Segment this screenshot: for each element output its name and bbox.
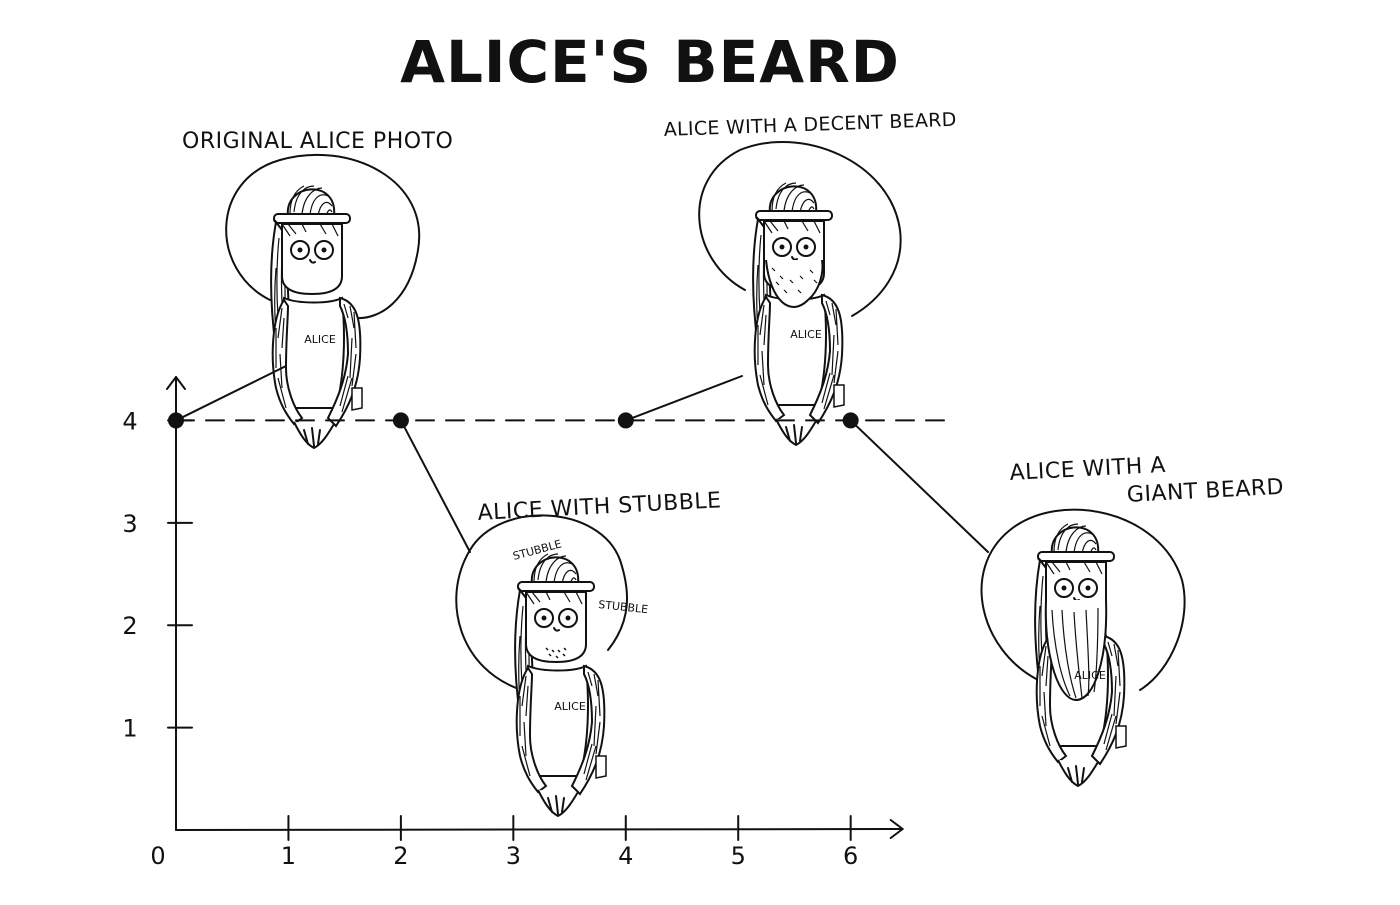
halo-stubble xyxy=(455,514,628,691)
series-layer xyxy=(168,412,947,429)
stubble-beard xyxy=(545,647,567,659)
data-point xyxy=(168,412,184,429)
leader-lines xyxy=(175,365,989,553)
x-tick-label: 2 xyxy=(393,842,408,870)
decent-beard xyxy=(765,259,824,308)
point-label-stubble: ALICE WITH STUBBLE xyxy=(477,488,722,526)
halo-decent xyxy=(698,141,902,317)
point-label-giant: ALICE WITH AGIANT BEARD xyxy=(1009,447,1285,514)
y-tick-label: 1 xyxy=(122,715,137,743)
leader-line xyxy=(849,419,989,553)
figure-stubble xyxy=(514,553,607,817)
point-label-original: ORIGINAL ALICE PHOTO xyxy=(182,129,453,154)
giant-beard xyxy=(1044,599,1108,702)
halo-original xyxy=(225,153,421,320)
leader-line xyxy=(624,375,743,422)
point-label-decent: ALICE WITH A DECENT BEARD xyxy=(663,109,957,141)
x-axis-arrow xyxy=(889,819,904,839)
data-point xyxy=(842,412,859,429)
data-point xyxy=(617,412,634,429)
leader-line xyxy=(399,419,471,553)
figure-original xyxy=(270,185,363,449)
x-tick-label: 1 xyxy=(281,842,296,870)
shirt-labels: ALICE ALICE ALICE ALICE xyxy=(304,328,1106,713)
axes: 0 1 2 3 4 5 6 1 2 3 4 xyxy=(122,376,904,870)
shirt-label-decent: ALICE xyxy=(790,328,822,341)
y-tick-label: 3 xyxy=(122,510,137,538)
y-tick-label: 4 xyxy=(122,407,137,435)
figure-decent xyxy=(752,182,845,446)
x-tick-label: 3 xyxy=(506,842,521,870)
x-tick-label: 5 xyxy=(731,842,746,870)
leader-line xyxy=(175,365,287,422)
x-tick-label: 4 xyxy=(618,842,633,870)
shirt-label-original: ALICE xyxy=(304,333,336,346)
x-tick-label: 0 xyxy=(150,842,165,870)
halo-giant xyxy=(980,508,1186,691)
x-axis-line xyxy=(175,828,904,831)
y-axis-arrow xyxy=(166,376,186,390)
shirt-label-giant: ALICE xyxy=(1074,669,1106,682)
x-tick-label: 6 xyxy=(843,842,858,870)
chart-title: ALICE'S BEARD xyxy=(400,28,900,96)
shirt-label-stubble: ALICE xyxy=(554,700,586,713)
stubble-note-2: STUBBLE xyxy=(598,598,649,616)
y-tick-label: 2 xyxy=(122,612,137,640)
data-point xyxy=(392,412,409,429)
